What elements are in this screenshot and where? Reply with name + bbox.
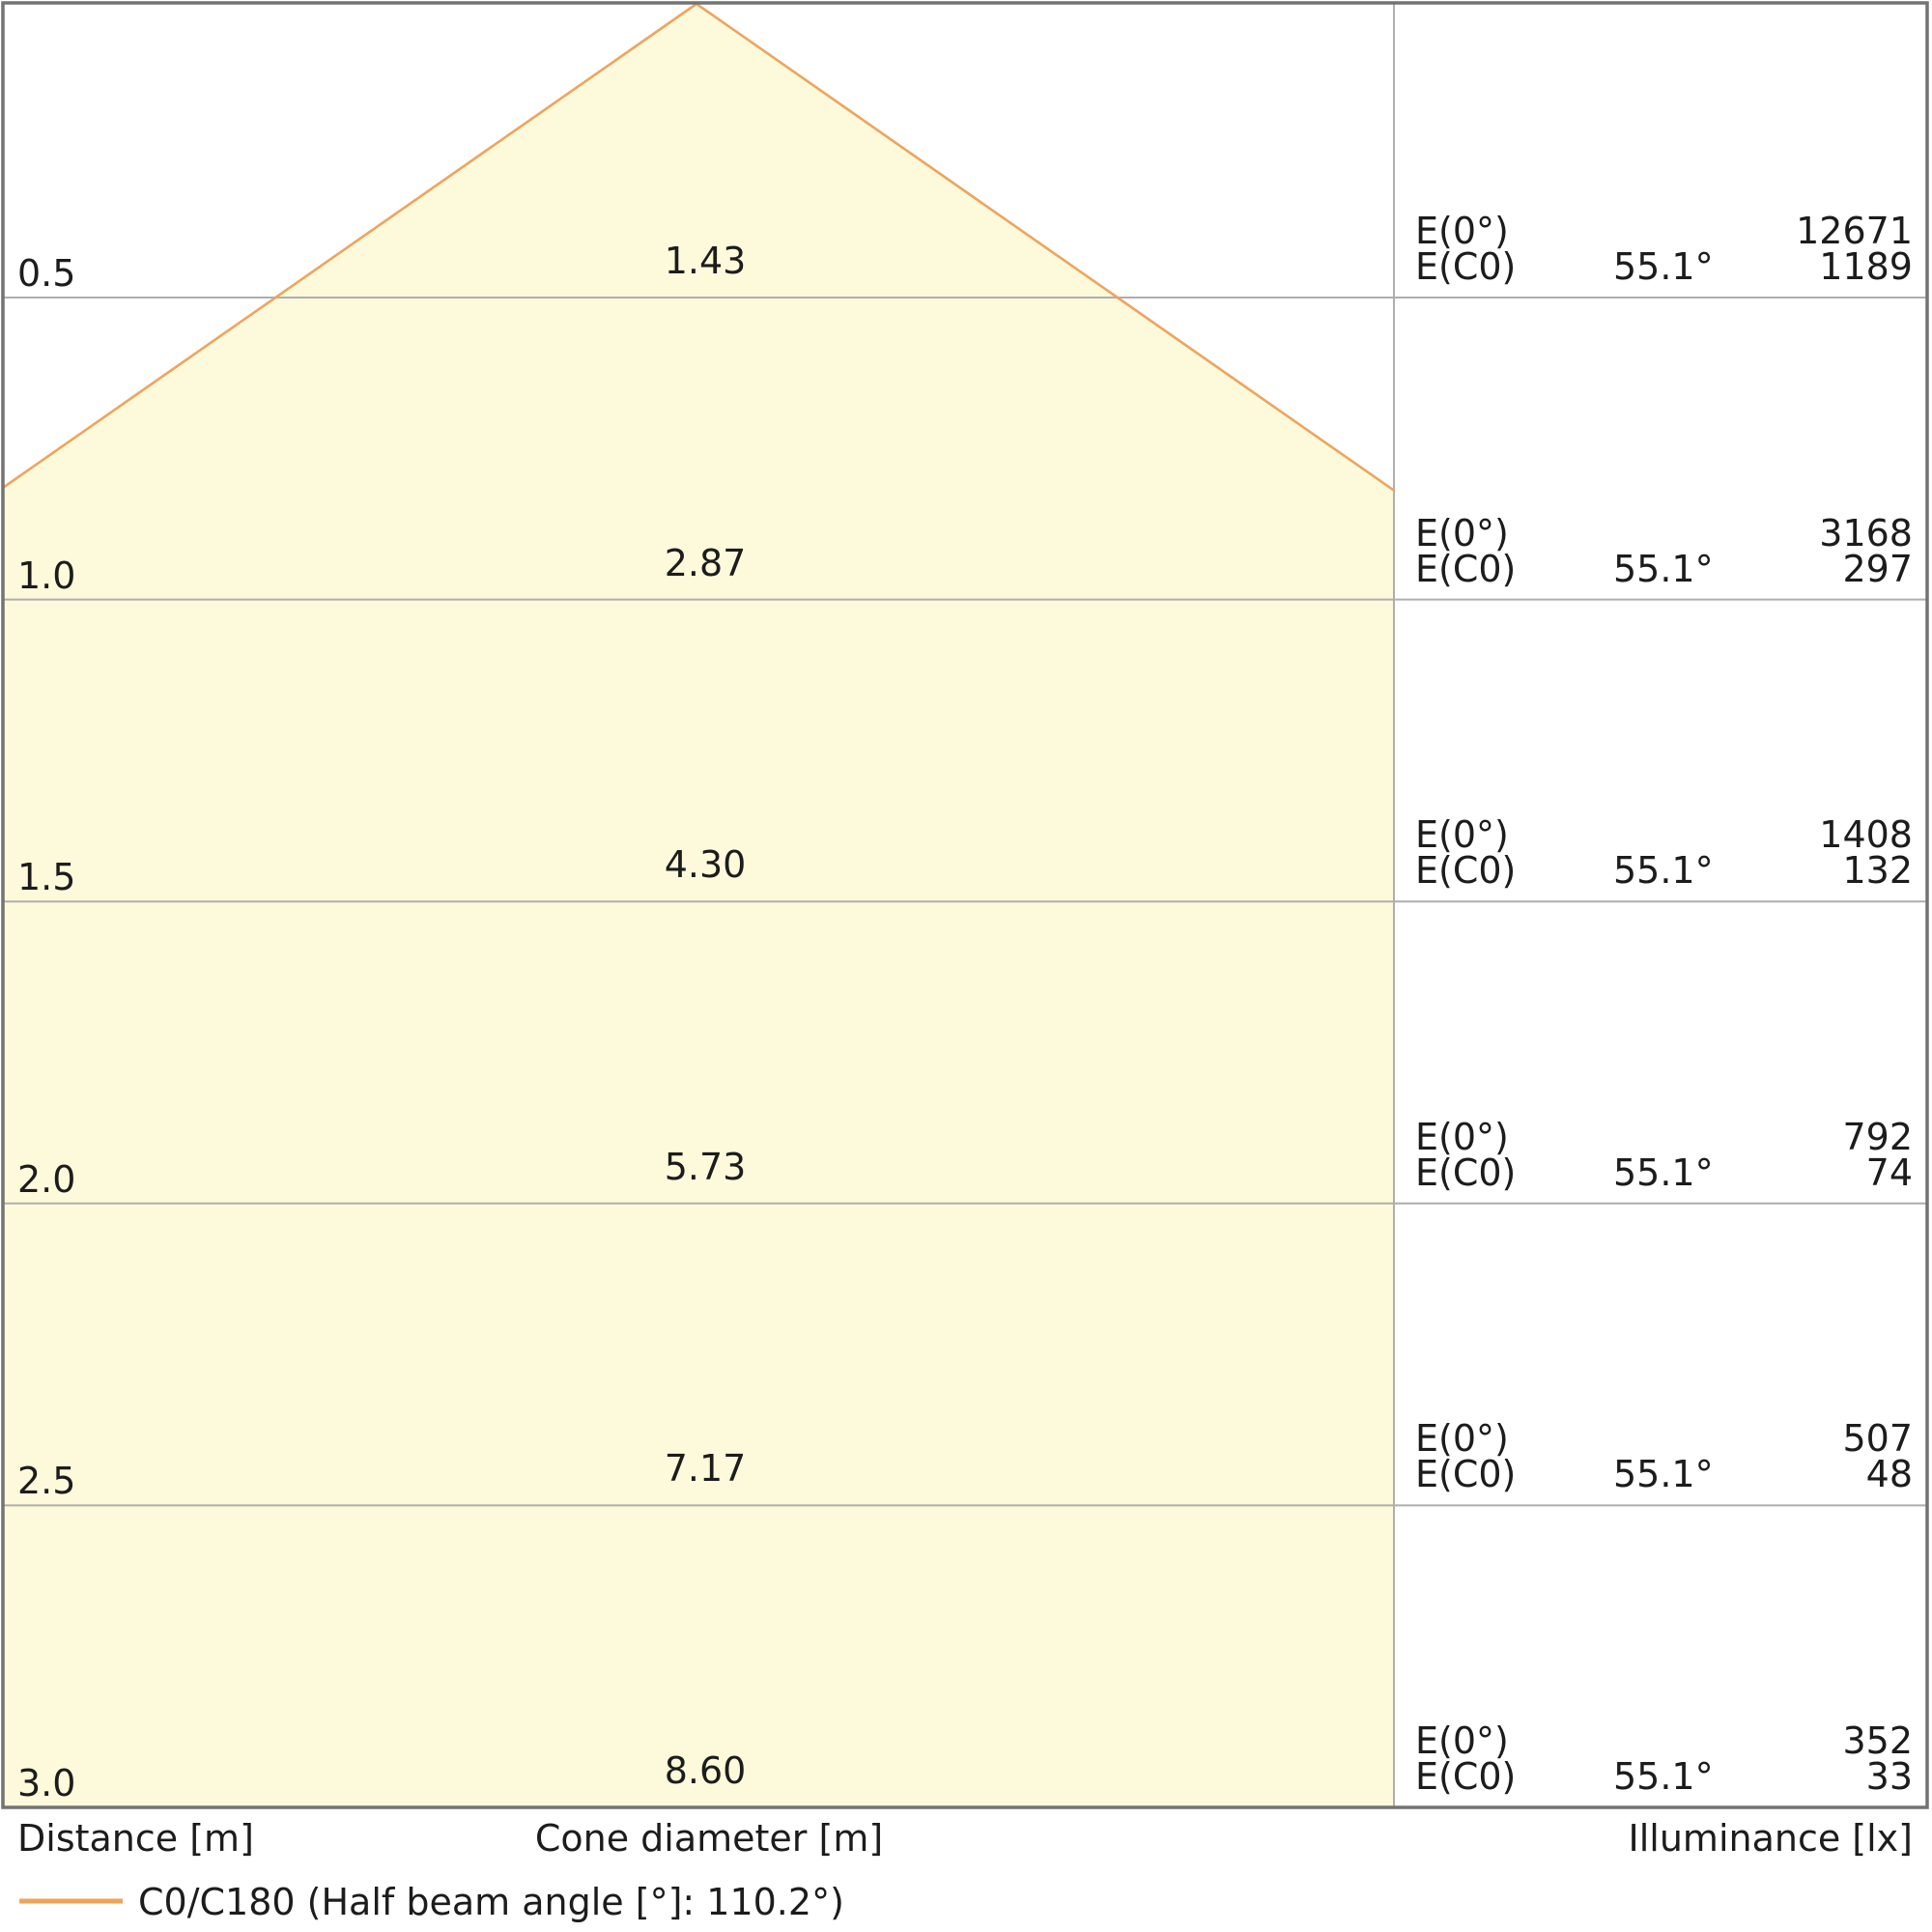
- ec0-line: E(C0) 55.1° 132: [1415, 849, 1913, 893]
- e0-label: E(0°): [1415, 1115, 1509, 1158]
- distance-tick-label: 1.0: [17, 554, 76, 597]
- ec0-label: E(C0): [1415, 1151, 1517, 1194]
- plot-frame: [1, 1, 1929, 1809]
- ec0-value: 297: [1842, 547, 1913, 590]
- distance-tick-label: 0.5: [17, 252, 76, 295]
- e0-value: 352: [1842, 1719, 1913, 1762]
- e0-line: E(0°) 1408: [1415, 813, 1913, 857]
- illuminance-block: E(0°) 352 E(C0) 55.1° 33: [1415, 1719, 1913, 1798]
- ec0-label: E(C0): [1415, 1755, 1517, 1798]
- ec0-line: E(C0) 55.1° 48: [1415, 1453, 1913, 1496]
- illuminance-block: E(0°) 792 E(C0) 55.1° 74: [1415, 1115, 1913, 1194]
- e0-label: E(0°): [1415, 813, 1509, 857]
- e0-line: E(0°) 507: [1415, 1417, 1913, 1461]
- half-angle-value: 55.1°: [1613, 1151, 1714, 1194]
- cone-diameter-value: 5.73: [664, 1145, 747, 1188]
- grid-lines: [3, 297, 1927, 1507]
- half-angle-value: 55.1°: [1613, 1453, 1714, 1496]
- ec0-label: E(C0): [1415, 849, 1517, 893]
- e0-value: 1408: [1819, 813, 1913, 857]
- illuminance-axis-label: Illuminance [lx]: [1628, 1817, 1913, 1860]
- beam-edge-left-line: [2, 2, 697, 489]
- half-angle-value: 55.1°: [1613, 245, 1714, 288]
- illuminance-block: E(0°) 507 E(C0) 55.1° 48: [1415, 1417, 1913, 1496]
- distance-tick-label: 3.0: [17, 1762, 76, 1804]
- ec0-value: 132: [1842, 849, 1913, 893]
- distance-tick-label: 2.0: [17, 1157, 76, 1201]
- e0-label: E(0°): [1415, 1417, 1509, 1461]
- ec0-line: E(C0) 55.1° 74: [1415, 1151, 1913, 1194]
- e0-value: 3168: [1819, 511, 1913, 554]
- e0-line: E(0°) 352: [1415, 1719, 1913, 1762]
- cone-diameter-axis-label: Cone diameter [m]: [534, 1817, 884, 1860]
- ec0-value: 74: [1865, 1151, 1913, 1194]
- ec0-line: E(C0) 55.1° 297: [1415, 547, 1913, 590]
- cone-diameter-value: 8.60: [664, 1749, 747, 1792]
- beam-edge-right-line: [696, 2, 1395, 492]
- e0-value: 792: [1842, 1115, 1913, 1158]
- illuminance-block: E(0°) 12671 E(C0) 55.1° 1189: [1415, 213, 1913, 285]
- ec0-value: 33: [1865, 1755, 1913, 1798]
- e0-label: E(0°): [1415, 511, 1509, 554]
- e0-label: E(0°): [1415, 210, 1509, 252]
- e0-line: E(0°) 12671: [1415, 213, 1913, 249]
- ec0-value: 48: [1865, 1453, 1913, 1496]
- ec0-line: E(C0) 55.1° 1189: [1415, 245, 1913, 288]
- half-angle-value: 55.1°: [1613, 1755, 1714, 1798]
- cone-diameter-value: 4.30: [664, 843, 747, 887]
- cone-diameter-value: 1.43: [664, 240, 747, 282]
- cone-diameter-value: 7.17: [664, 1447, 747, 1491]
- half-angle-value: 55.1°: [1613, 849, 1714, 893]
- e0-line: E(0°) 792: [1415, 1115, 1913, 1158]
- distance-tick-label: 2.5: [17, 1460, 76, 1503]
- ec0-label: E(C0): [1415, 547, 1517, 590]
- e0-label: E(0°): [1415, 1719, 1509, 1762]
- cone-diameter-value: 2.87: [664, 541, 747, 584]
- illuminance-block: E(0°) 1408 E(C0) 55.1° 132: [1415, 813, 1913, 893]
- light-cone-shape: [3, 4, 1394, 1807]
- distance-tick-label: 1.5: [17, 856, 76, 899]
- distance-axis-label: Distance [m]: [17, 1817, 254, 1860]
- ec0-value: 1189: [1819, 245, 1913, 288]
- e0-value: 507: [1842, 1417, 1913, 1461]
- ec0-line: E(C0) 55.1° 33: [1415, 1755, 1913, 1798]
- illuminance-block: E(0°) 3168 E(C0) 55.1° 297: [1415, 511, 1913, 590]
- ec0-label: E(C0): [1415, 1453, 1517, 1496]
- legend-label: C0/C180 (Half beam angle [°]: 110.2°): [138, 1881, 844, 1923]
- ec0-label: E(C0): [1415, 245, 1517, 288]
- e0-value: 12671: [1796, 210, 1913, 252]
- half-angle-value: 55.1°: [1613, 547, 1714, 590]
- e0-line: E(0°) 3168: [1415, 511, 1913, 554]
